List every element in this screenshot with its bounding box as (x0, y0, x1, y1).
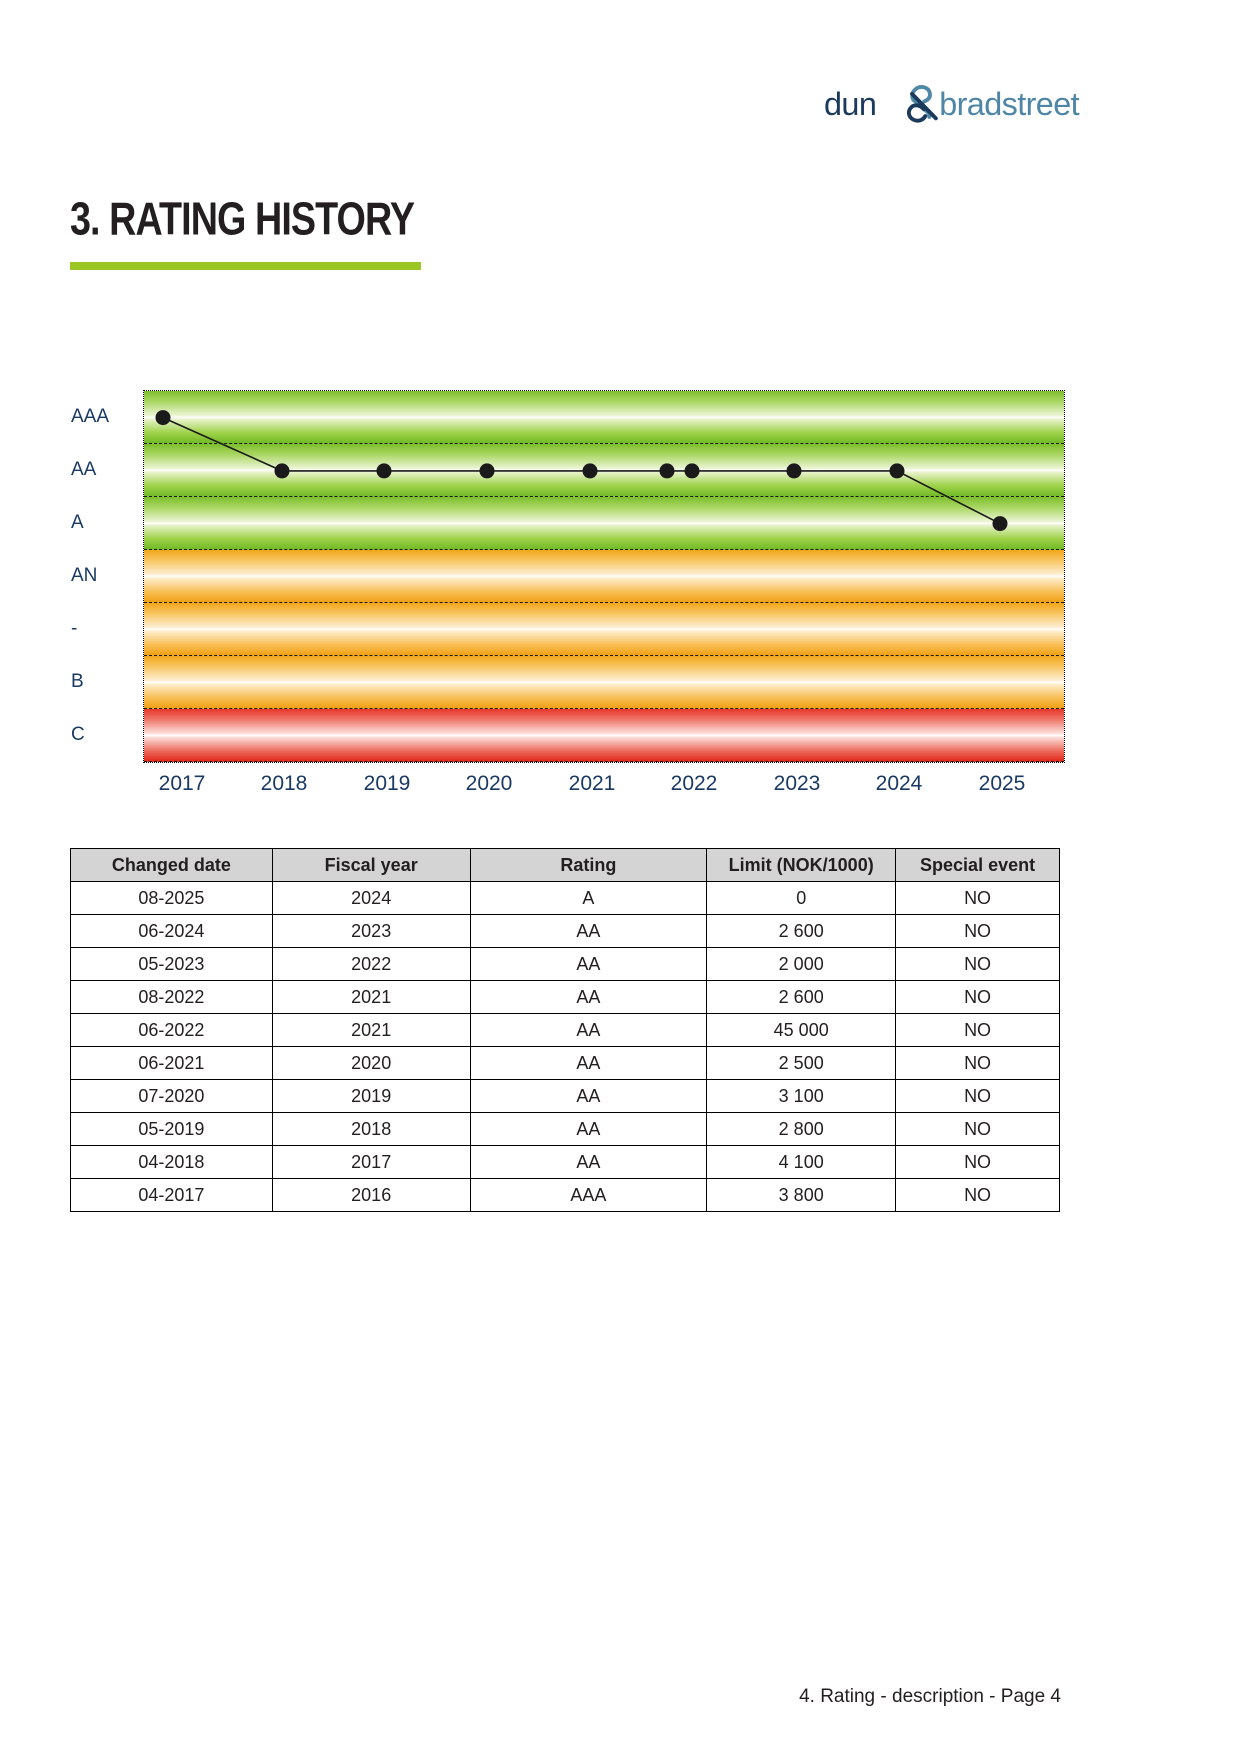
svg-text:bradstreet: bradstreet (939, 86, 1079, 122)
svg-text:dun: dun (824, 86, 876, 122)
